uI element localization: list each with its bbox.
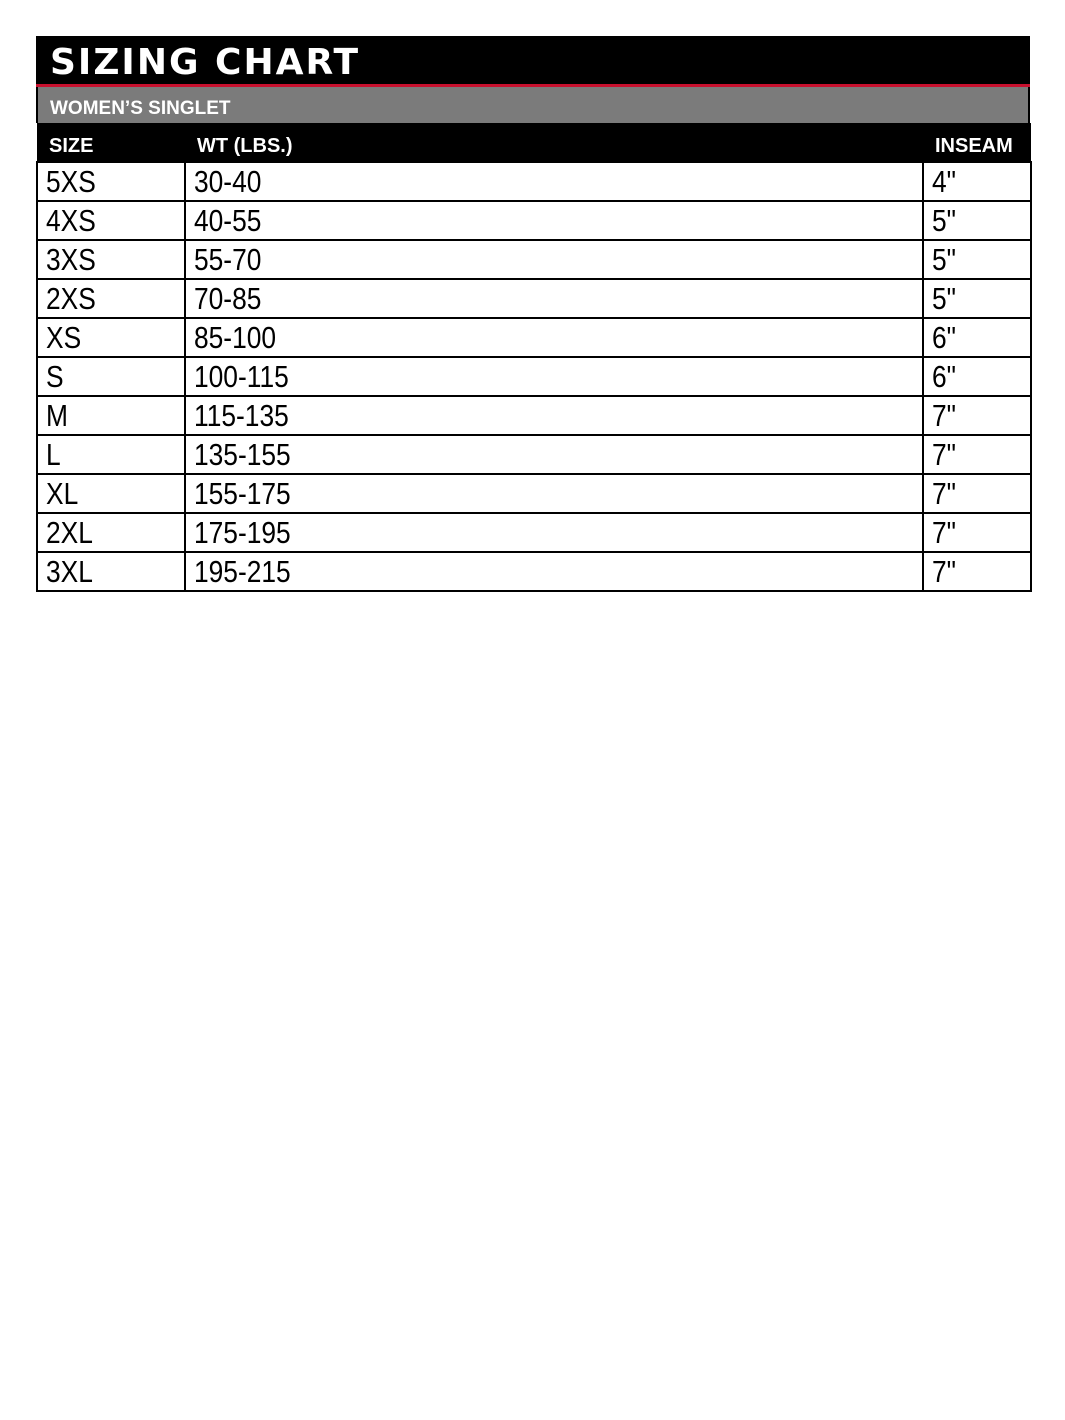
table-row: 4XS 40-55 5" — [36, 200, 1032, 241]
accent-divider — [36, 84, 1030, 87]
inseam-cell: 7" — [922, 473, 1032, 514]
inseam-cell-text: 7" — [932, 554, 957, 589]
size-cell: S — [36, 356, 186, 397]
inseam-cell-text: 5" — [932, 242, 957, 277]
weight-cell-text: 40-55 — [194, 203, 262, 238]
inseam-cell: 7" — [922, 395, 1032, 436]
weight-cell-text: 195-215 — [194, 554, 291, 589]
table-row: XS 85-100 6" — [36, 317, 1032, 358]
weight-cell-text: 100-115 — [194, 359, 289, 394]
table-row: 3XS 55-70 5" — [36, 239, 1032, 280]
inseam-cell-text: 7" — [932, 476, 957, 511]
weight-cell: 85-100 — [184, 317, 924, 358]
weight-cell: 30-40 — [184, 161, 924, 202]
inseam-cell: 5" — [922, 278, 1032, 319]
table-row: 3XL 195-215 7" — [36, 551, 1032, 592]
weight-cell-text: 55-70 — [194, 242, 262, 277]
weight-cell: 100-115 — [184, 356, 924, 397]
chart-subtitle: WOMEN’S SINGLET — [36, 87, 1030, 123]
size-cell-text: 2XS — [46, 281, 96, 316]
size-cell-text: 4XS — [46, 203, 96, 238]
size-cell: XL — [36, 473, 186, 514]
header-weight: WT (LBS.) — [185, 123, 923, 162]
size-cell: 3XS — [36, 239, 186, 280]
weight-cell: 70-85 — [184, 278, 924, 319]
inseam-cell-text: 6" — [932, 320, 957, 355]
table-row: 2XL 175-195 7" — [36, 512, 1032, 553]
table-row: 2XS 70-85 5" — [36, 278, 1032, 319]
chart-title: Sizing Chart — [36, 36, 1030, 84]
size-cell-text: 3XL — [46, 554, 93, 589]
size-cell-text: 3XS — [46, 242, 96, 277]
size-cell-text: 2XL — [46, 515, 93, 550]
table-row: XL 155-175 7" — [36, 473, 1032, 514]
size-cell: 5XS — [36, 161, 186, 202]
inseam-cell-text: 5" — [932, 203, 957, 238]
weight-cell-text: 70-85 — [194, 281, 262, 316]
weight-cell-text: 155-175 — [194, 476, 291, 511]
weight-cell: 115-135 — [184, 395, 924, 436]
table-header: SIZE WT (LBS.) INSEAM — [37, 123, 1031, 162]
weight-cell-text: 85-100 — [194, 320, 277, 355]
weight-cell: 155-175 — [184, 473, 924, 514]
weight-cell: 40-55 — [184, 200, 924, 241]
sizing-chart: Sizing Chart WOMEN’S SINGLET SIZE WT (LB… — [36, 36, 1032, 592]
weight-cell: 135-155 — [184, 434, 924, 475]
inseam-cell-text: 4" — [932, 164, 957, 199]
inseam-cell-text: 7" — [932, 398, 957, 433]
inseam-cell-text: 6" — [932, 359, 957, 394]
size-cell-text: XL — [46, 476, 79, 511]
inseam-cell: 5" — [922, 200, 1032, 241]
weight-cell-text: 135-155 — [194, 437, 291, 472]
inseam-cell: 7" — [922, 434, 1032, 475]
size-cell: 4XS — [36, 200, 186, 241]
table-row: 5XS 30-40 4" — [36, 161, 1032, 202]
size-cell: M — [36, 395, 186, 436]
header-size: SIZE — [37, 123, 185, 162]
inseam-cell: 7" — [922, 512, 1032, 553]
weight-cell: 195-215 — [184, 551, 924, 592]
inseam-cell: 7" — [922, 551, 1032, 592]
size-cell: 3XL — [36, 551, 186, 592]
size-cell-text: 5XS — [46, 164, 96, 199]
size-cell: XS — [36, 317, 186, 358]
size-table: SIZE WT (LBS.) INSEAM 5XS 30-40 4" 4XS 40-55… — [36, 123, 1032, 592]
inseam-cell-text: 5" — [932, 281, 957, 316]
header-inseam: INSEAM — [923, 123, 1031, 162]
size-cell-text: L — [46, 437, 61, 472]
size-cell-text: S — [46, 359, 64, 394]
weight-cell-text: 115-135 — [194, 398, 289, 433]
inseam-cell: 5" — [922, 239, 1032, 280]
inseam-cell-text: 7" — [932, 437, 957, 472]
size-cell: 2XL — [36, 512, 186, 553]
inseam-cell: 6" — [922, 317, 1032, 358]
weight-cell: 175-195 — [184, 512, 924, 553]
size-cell-text: XS — [46, 320, 82, 355]
table-row: S 100-115 6" — [36, 356, 1032, 397]
inseam-cell: 6" — [922, 356, 1032, 397]
size-cell-text: M — [46, 398, 68, 433]
table-row: M 115-135 7" — [36, 395, 1032, 436]
weight-cell: 55-70 — [184, 239, 924, 280]
weight-cell-text: 30-40 — [194, 164, 262, 199]
inseam-cell: 4" — [922, 161, 1032, 202]
weight-cell-text: 175-195 — [194, 515, 291, 550]
size-cell: 2XS — [36, 278, 186, 319]
size-cell: L — [36, 434, 186, 475]
table-row: L 135-155 7" — [36, 434, 1032, 475]
inseam-cell-text: 7" — [932, 515, 957, 550]
